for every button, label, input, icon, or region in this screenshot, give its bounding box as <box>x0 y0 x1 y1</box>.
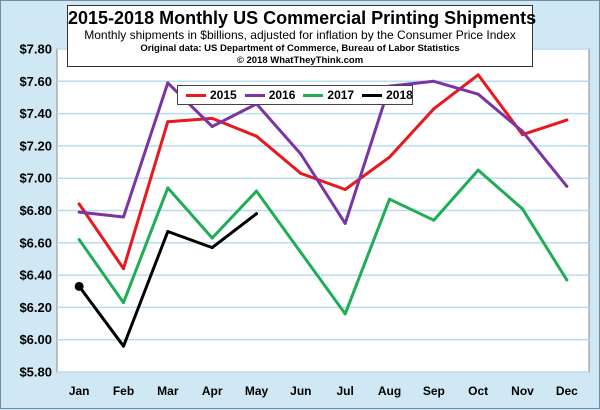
legend-item-2015: 2015 <box>186 88 237 102</box>
data-point-2017 <box>122 301 125 305</box>
chart-title: 2015-2018 Monthly US Commercial Printing… <box>68 8 537 28</box>
data-point-2016 <box>343 221 347 225</box>
data-point-2016 <box>77 210 81 214</box>
x-tick-label: Dec <box>556 384 578 398</box>
y-tick-label: $6.20 <box>19 300 52 315</box>
data-point-2017 <box>432 218 436 222</box>
data-point-2017 <box>388 197 391 201</box>
data-point-2015 <box>210 116 214 120</box>
data-point-2015 <box>166 120 170 124</box>
y-tick-label: $6.60 <box>19 235 52 250</box>
chart-subtitle: Monthly shipments in $billions, adjusted… <box>84 28 516 42</box>
data-point-2015 <box>476 73 480 77</box>
x-tick-label: Feb <box>113 384 134 398</box>
x-tick-label: Apr <box>202 384 223 398</box>
legend-swatch-2017 <box>303 93 324 97</box>
data-point-2015 <box>432 107 436 111</box>
y-tick-label: $6.40 <box>19 268 52 283</box>
data-point-2015 <box>565 118 569 122</box>
data-point-2017 <box>166 186 170 190</box>
x-tick-label: Nov <box>511 384 534 398</box>
legend-swatch-2016 <box>244 93 265 97</box>
legend-swatch-2015 <box>186 93 206 97</box>
data-point-2016 <box>565 184 569 188</box>
x-axis-tick-labels: Jan Feb Mar Apr May Jun Jul Aug Sep Oct Nov Dec <box>69 384 578 398</box>
data-point-2015 <box>255 134 258 138</box>
x-tick-label: May <box>245 384 269 398</box>
legend-label-2018: 2018 <box>386 88 413 102</box>
data-point-2017 <box>210 236 214 240</box>
x-tick-label: Jul <box>336 384 353 398</box>
data-point-2016 <box>299 152 303 156</box>
chart-source: Original data: US Department of Commerce… <box>140 43 460 54</box>
data-point-2018 <box>77 284 81 288</box>
legend: 2015 2016 2017 2018 <box>177 85 413 105</box>
x-tick-label: Jan <box>69 384 90 398</box>
data-point-2016 <box>122 215 125 219</box>
data-point-2017 <box>343 312 347 316</box>
legend-swatch-2018 <box>362 93 383 97</box>
data-point-2015 <box>299 171 303 175</box>
y-tick-label: $7.80 <box>19 42 52 57</box>
x-tick-label: Aug <box>378 384 401 398</box>
series-markers <box>74 73 569 348</box>
legend-item-2018: 2018 <box>362 88 413 102</box>
data-point-2015 <box>343 188 347 192</box>
x-tick-label: Sep <box>423 384 445 398</box>
legend-item-2017: 2017 <box>303 88 354 102</box>
x-tick-label: Jun <box>290 384 311 398</box>
data-point-2017 <box>476 168 480 172</box>
data-point-2017 <box>565 278 569 282</box>
data-point-2018 <box>122 344 125 348</box>
data-point-2016 <box>166 81 170 85</box>
y-tick-label: $7.60 <box>19 74 52 89</box>
data-point-2018 <box>210 246 214 250</box>
legend-label-2016: 2016 <box>268 88 296 102</box>
data-point-2018 <box>255 212 258 216</box>
data-point-2017 <box>255 189 258 193</box>
y-tick-label: $6.80 <box>19 203 52 218</box>
legend-label-2015: 2015 <box>210 88 237 102</box>
series-line-2015 <box>77 73 569 271</box>
x-tick-label: Oct <box>468 384 488 398</box>
data-point-2016 <box>432 79 436 83</box>
legend-item-2016: 2016 <box>244 88 296 102</box>
data-point-2016 <box>521 129 524 133</box>
y-tick-label: $6.00 <box>19 332 52 347</box>
data-point-2016 <box>210 125 214 129</box>
chart-copyright: © 2018 WhatTheyThink.com <box>236 55 364 66</box>
title-box: 2015-2018 Monthly US Commercial Printing… <box>67 5 537 67</box>
data-point-2015 <box>521 133 524 137</box>
series-line-2016 <box>77 79 569 225</box>
data-point-2015 <box>77 202 81 206</box>
data-point-2017 <box>521 207 524 211</box>
legend-label-2017: 2017 <box>327 88 355 102</box>
y-tick-label: $7.00 <box>19 171 52 186</box>
data-point-2015 <box>388 155 391 159</box>
data-point-2016 <box>476 92 480 96</box>
y-tick-label: $7.40 <box>19 106 52 121</box>
y-tick-label: $5.80 <box>19 365 52 380</box>
data-point-2015 <box>122 267 125 271</box>
y-axis-tick-labels: $5.80 $6.00 $6.20 $6.40 $6.60 $6.80 $7.00 $7.20… <box>19 42 52 380</box>
gridlines <box>57 48 589 373</box>
y-tick-label: $7.20 <box>19 138 52 153</box>
data-point-2017 <box>77 238 81 242</box>
data-point-2018 <box>166 229 170 233</box>
x-tick-label: Mar <box>157 384 179 398</box>
